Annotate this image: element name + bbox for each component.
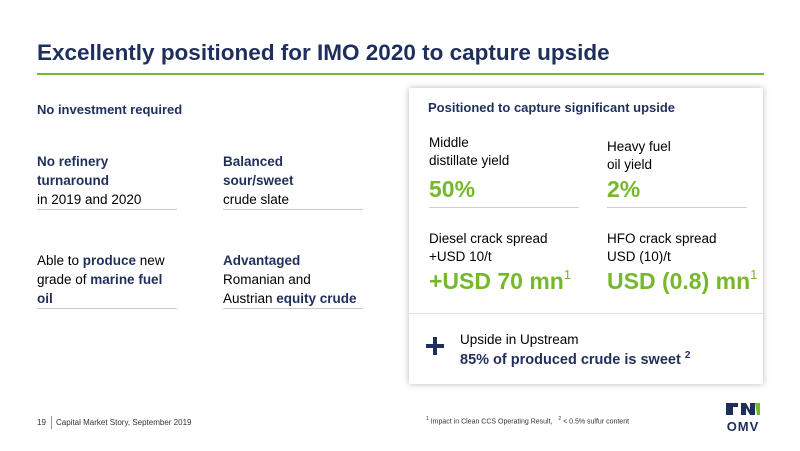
metric-divider — [607, 207, 747, 208]
hfo-crack-label: HFO crack spread USD (10)/t — [607, 230, 717, 266]
diesel-crack-label-1: Diesel crack spread — [429, 231, 548, 246]
middle-distillate-label-1: Middle — [429, 135, 469, 150]
advantaged-bold-2: equity crude — [276, 291, 357, 306]
omv-logo: OMV — [722, 399, 764, 439]
advantaged-bold-1: Advantaged — [223, 253, 301, 268]
cell-divider — [223, 209, 363, 210]
heavy-fuel-label-1: Heavy fuel — [607, 139, 671, 154]
omv-logo-text: OMV — [726, 419, 760, 434]
diesel-crack-label-2: +USD 10/t — [429, 249, 492, 264]
left-section-heading: No investment required — [37, 102, 183, 117]
heavy-fuel-label: Heavy fuel oil yield — [607, 138, 671, 174]
page-title: Excellently positioned for IMO 2020 to c… — [37, 40, 610, 65]
footnote-1: Impact in Clean CCS Operating Result, — [428, 418, 553, 426]
marine-bold-3: oil — [37, 291, 53, 306]
middle-distillate-label: Middle distillate yield — [429, 134, 509, 170]
refinery-bold-1: No refinery — [37, 154, 109, 169]
footnotes: 1 Impact in Clean CCS Operating Result, … — [426, 416, 629, 425]
refinery-text: in 2019 and 2020 — [37, 192, 142, 207]
balanced-bold-2: sour/sweet — [223, 173, 294, 188]
hfo-crack-value: USD (0.8) mn1 — [607, 267, 758, 295]
refinery-bold-2: turnaround — [37, 173, 109, 188]
upstream-highlight-text: 85% of produced crude is sweet — [460, 351, 681, 368]
middle-distillate-label-2: distillate yield — [429, 153, 510, 168]
hfo-crack-label-1: HFO crack spread — [607, 231, 717, 246]
title-divider — [37, 73, 764, 75]
upstream-footnote-mark: 2 — [684, 350, 691, 361]
cell-divider — [37, 308, 177, 309]
heavy-fuel-value: 2% — [607, 176, 641, 202]
diesel-crack-label: Diesel crack spread +USD 10/t — [429, 230, 548, 266]
marine-text-2: new — [136, 253, 165, 268]
marine-bold-1: produce — [82, 253, 137, 268]
upstream-highlight: 85% of produced crude is sweet 2 — [460, 350, 690, 368]
diesel-crack-value: +USD 70 mn1 — [429, 267, 572, 295]
advantaged-cell: Advantaged Romanian and Austrian equity … — [223, 251, 357, 308]
balanced-bold-1: Balanced — [223, 154, 284, 169]
advantaged-text-2: Austrian — [223, 291, 277, 306]
cell-divider — [37, 209, 177, 210]
marine-bold-2: marine fuel — [90, 272, 163, 287]
footnote-2: < 0.5% sulfur content — [561, 418, 630, 426]
cell-divider — [223, 308, 363, 309]
hfo-footnote-mark: 1 — [750, 267, 758, 282]
panel-title: Positioned to capture significant upside — [428, 100, 676, 115]
omv-logo-icon — [726, 403, 760, 415]
footnote-2-mark: 2 — [558, 416, 562, 422]
hfo-crack-label-2: USD (10)/t — [607, 249, 671, 264]
heavy-fuel-label-2: oil yield — [607, 157, 653, 172]
metric-divider — [429, 207, 579, 208]
plus-icon — [426, 337, 444, 355]
balanced-cell: Balanced sour/sweet crude slate — [223, 152, 294, 209]
upstream-label: Upside in Upstream — [460, 332, 579, 347]
marine-text-3: grade of — [37, 272, 91, 287]
footer-text: Capital Market Story, September 2019 — [56, 418, 192, 427]
footer-separator — [51, 416, 52, 429]
balanced-text: crude slate — [223, 192, 290, 207]
panel-section-divider — [409, 313, 763, 314]
diesel-crack-amount: +USD 70 mn — [429, 268, 564, 294]
middle-distillate-value: 50% — [429, 176, 476, 202]
advantaged-text-1: Romanian and — [223, 272, 311, 287]
upside-panel: Positioned to capture significant upside… — [409, 88, 763, 384]
hfo-crack-amount: USD (0.8) mn — [607, 268, 751, 294]
page-number: 19 — [37, 418, 46, 427]
footnote-1-mark: 1 — [426, 416, 429, 422]
marine-fuel-cell: Able to produce new grade of marine fuel… — [37, 251, 165, 308]
refinery-cell: No refinery turnaround in 2019 and 2020 — [37, 152, 141, 209]
diesel-footnote-mark: 1 — [563, 267, 572, 282]
marine-text-1: Able to — [37, 253, 83, 268]
